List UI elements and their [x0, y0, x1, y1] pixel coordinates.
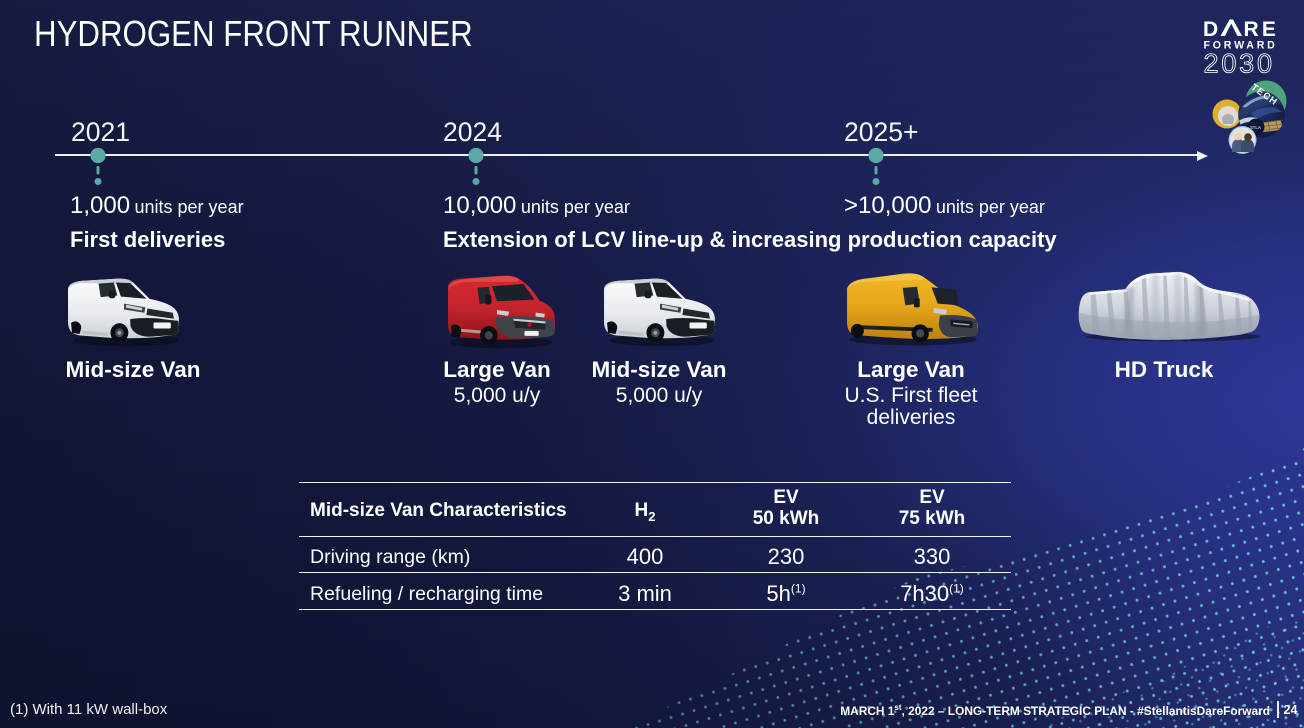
- svg-text:FORWARD: FORWARD: [1204, 40, 1278, 52]
- svg-text:RE: RE: [1244, 18, 1280, 41]
- svg-text:D: D: [1203, 18, 1218, 41]
- svg-text:2030: 2030: [1204, 49, 1275, 79]
- svg-text:STLA: STLA: [1250, 125, 1261, 130]
